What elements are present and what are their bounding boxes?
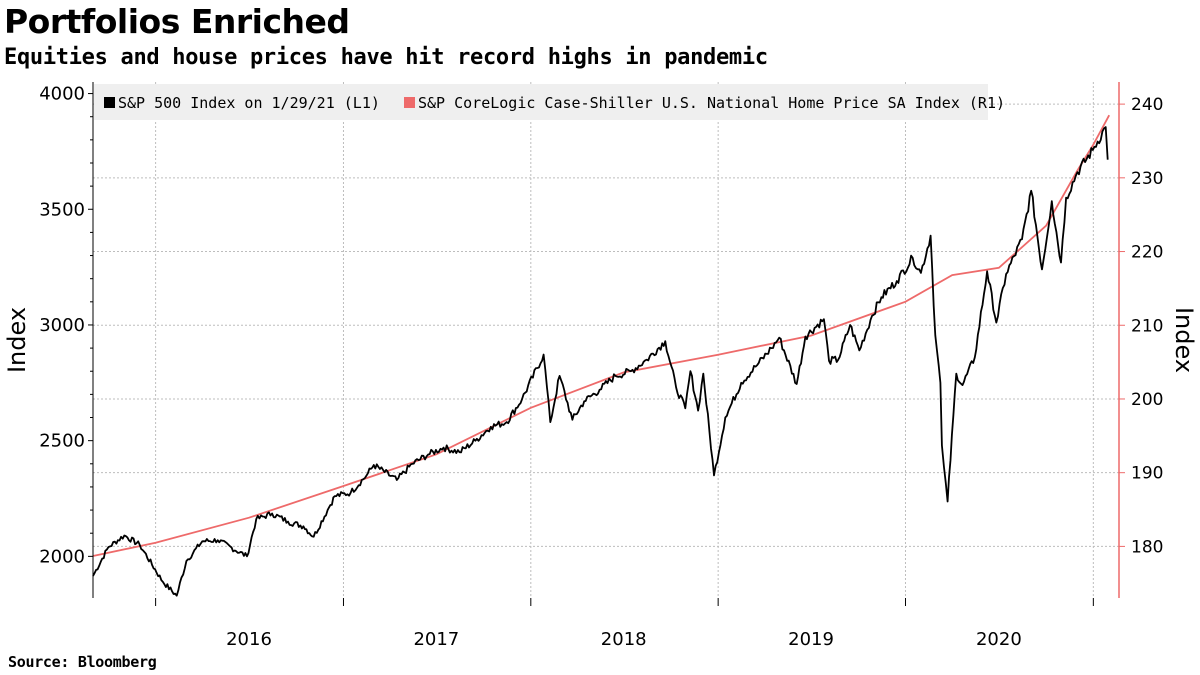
axes xyxy=(92,82,1120,598)
right-axis-title: Index xyxy=(1170,307,1198,373)
home-price-line xyxy=(92,114,1110,557)
right-axis-ticks: 180 190 200 210 220 230 240 xyxy=(1119,95,1163,557)
left-tick-label: 3000 xyxy=(39,315,85,336)
right-tick-label: 190 xyxy=(1131,464,1163,484)
sp500-line xyxy=(92,126,1109,597)
left-axis-title: Index xyxy=(3,307,31,373)
legend-swatch-sp500 xyxy=(104,97,115,108)
legend-background xyxy=(94,84,988,120)
legend: S&P 500 Index on 1/29/21 (L1) S&P CoreLo… xyxy=(94,84,1005,120)
chart-subtitle: Equities and house prices have hit recor… xyxy=(4,45,768,70)
left-tick-label: 4000 xyxy=(39,84,85,105)
left-tick-label: 3500 xyxy=(39,199,85,220)
right-tick-label: 230 xyxy=(1131,169,1163,189)
source-note: Source: Bloomberg xyxy=(8,653,157,671)
x-tick-label: 2018 xyxy=(601,629,647,650)
series-lines xyxy=(92,114,1110,597)
right-tick-label: 180 xyxy=(1131,537,1163,557)
legend-swatch-home-price xyxy=(404,97,415,108)
x-tick-label: 2017 xyxy=(413,629,459,650)
right-tick-label: 240 xyxy=(1131,95,1163,115)
right-tick-label: 200 xyxy=(1131,390,1163,410)
right-tick-label: 210 xyxy=(1131,316,1163,336)
x-tick-label: 2019 xyxy=(788,629,834,650)
right-tick-label: 220 xyxy=(1131,243,1163,263)
gridlines xyxy=(93,82,1119,598)
legend-label-home-price: S&P CoreLogic Case-Shiller U.S. National… xyxy=(418,94,1005,112)
left-tick-label: 2000 xyxy=(39,546,85,567)
x-tick-label: 2020 xyxy=(976,629,1022,650)
x-tick-label: 2016 xyxy=(226,629,272,650)
chart-title: Portfolios Enriched xyxy=(4,2,350,41)
left-tick-label: 2500 xyxy=(39,431,85,452)
left-axis-ticks: 2000 2500 3000 3500 4000 xyxy=(39,84,93,567)
x-axis-ticks: 2016 2017 2018 2019 2020 xyxy=(155,598,1094,650)
legend-label-sp500: S&P 500 Index on 1/29/21 (L1) xyxy=(118,94,380,112)
